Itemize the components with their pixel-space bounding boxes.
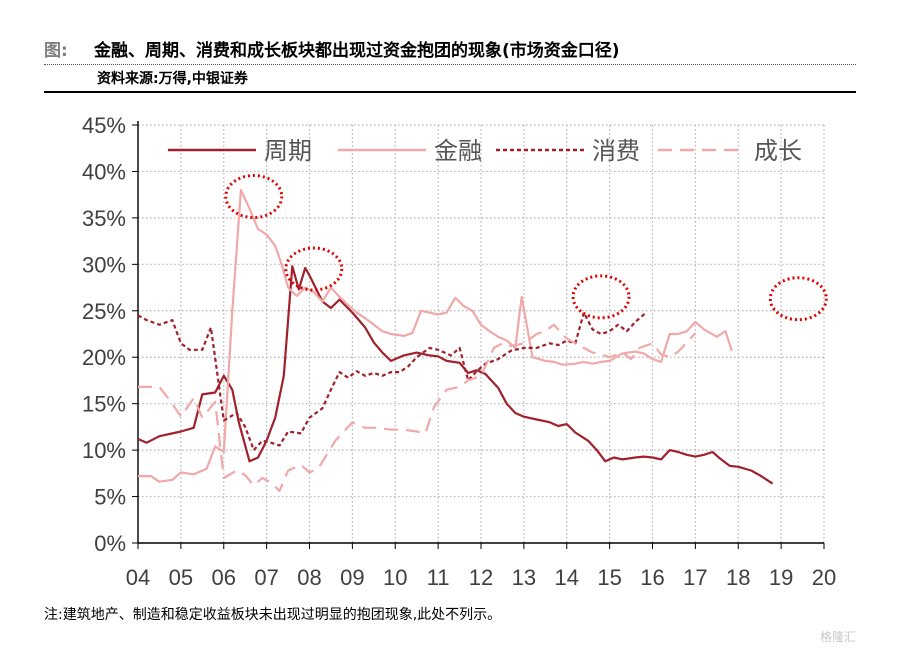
highlight-circle <box>768 276 828 322</box>
legend-label: 成长 <box>754 137 802 165</box>
series-line-1 <box>137 265 774 485</box>
highlight-circle <box>571 274 631 320</box>
chart-title: 金融、周期、消费和成长板块都出现过资金抱团的现象(市场资金口径) <box>94 41 620 61</box>
y-tick-label: 40% <box>82 159 126 184</box>
chart-title-row: 图: 金融、周期、消费和成长板块都出现过资金抱团的现象(市场资金口径) <box>44 30 864 66</box>
title-divider <box>44 64 856 65</box>
footnote: 注:建筑地产、制造和稳定收益板块未出现过明显的抱团现象,此处不列示。 <box>44 607 502 623</box>
legend-label: 周期 <box>264 137 312 165</box>
x-tick-label: 04 <box>126 565 150 590</box>
x-tick-label: 16 <box>640 565 664 590</box>
y-tick-label: 20% <box>82 345 126 370</box>
y-tick-label: 15% <box>82 392 126 417</box>
series-line-4 <box>138 323 697 493</box>
x-tick-label: 05 <box>169 565 193 590</box>
legend: 周期 金融 消费 成长 <box>168 137 802 165</box>
y-tick-label: 10% <box>82 438 126 463</box>
legend-label: 消费 <box>592 137 640 165</box>
x-tick-label: 18 <box>726 565 750 590</box>
series-layer <box>137 188 774 493</box>
x-tick-label: 06 <box>212 565 236 590</box>
y-tick-label: 45% <box>82 113 126 138</box>
x-tick-label: 12 <box>469 565 493 590</box>
axes-layer: 0% 5% 10% 15% 20% 25% 30% 35% 40% 45% 04 05 06 07 08 09… <box>82 113 836 590</box>
y-tick-label: 35% <box>82 206 126 231</box>
highlight-circle <box>284 246 344 292</box>
highlight-layer <box>224 174 828 322</box>
x-tick-label: 13 <box>512 565 536 590</box>
x-tick-label: 14 <box>555 565 579 590</box>
title-prefix: 图: <box>44 41 68 61</box>
x-tick-label: 11 <box>427 565 450 590</box>
watermark: 格隆汇 <box>820 630 857 644</box>
x-tick-label: 19 <box>769 565 793 590</box>
source-line: 资料来源:万得,中银证券 <box>97 71 248 87</box>
series-line-2 <box>138 188 733 483</box>
x-tick-label: 09 <box>340 565 364 590</box>
highlight-circle <box>224 174 284 220</box>
series-line-3 <box>137 311 647 452</box>
x-tick-label: 20 <box>812 565 836 590</box>
x-tick-label: 10 <box>383 565 407 590</box>
x-tick-label: 15 <box>597 565 621 590</box>
source-divider <box>44 91 856 93</box>
y-tick-label: 30% <box>82 252 126 277</box>
legend-label: 金融 <box>434 137 482 165</box>
x-tick-label: 07 <box>254 565 278 590</box>
x-tick-label: 17 <box>683 565 707 590</box>
y-tick-label: 0% <box>94 531 126 556</box>
x-tick-label: 08 <box>297 565 321 590</box>
y-tick-label: 25% <box>82 299 126 324</box>
y-tick-label: 5% <box>94 485 126 510</box>
